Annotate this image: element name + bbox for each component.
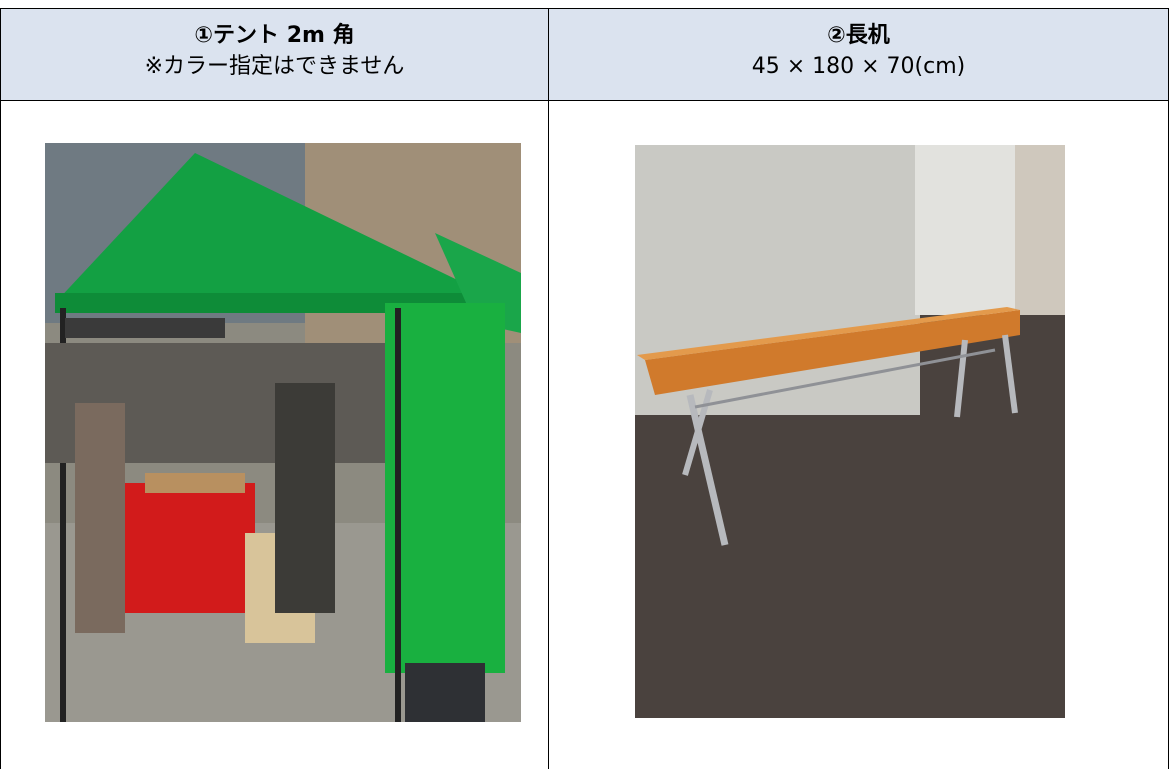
table-photo bbox=[635, 145, 1065, 718]
header-title: ②長机 bbox=[827, 23, 890, 48]
header-cell: ①テント 2m 角 ※カラー指定はできません bbox=[1, 9, 548, 100]
header-cell: ②長机 45 × 180 × 70(cm) bbox=[549, 9, 1168, 100]
table-border bbox=[0, 8, 1169, 9]
table-border bbox=[0, 8, 1, 769]
table-border bbox=[548, 8, 549, 769]
header-note: 45 × 180 × 70(cm) bbox=[751, 54, 966, 79]
header-note: ※カラー指定はできません bbox=[144, 54, 405, 79]
tent-photo bbox=[45, 143, 521, 722]
table: ①テント 2m 角 ※カラー指定はできません ②長机 45 × 180 × 70… bbox=[0, 8, 1169, 769]
table-border bbox=[0, 100, 1169, 101]
header-title: ①テント 2m 角 bbox=[194, 23, 355, 48]
